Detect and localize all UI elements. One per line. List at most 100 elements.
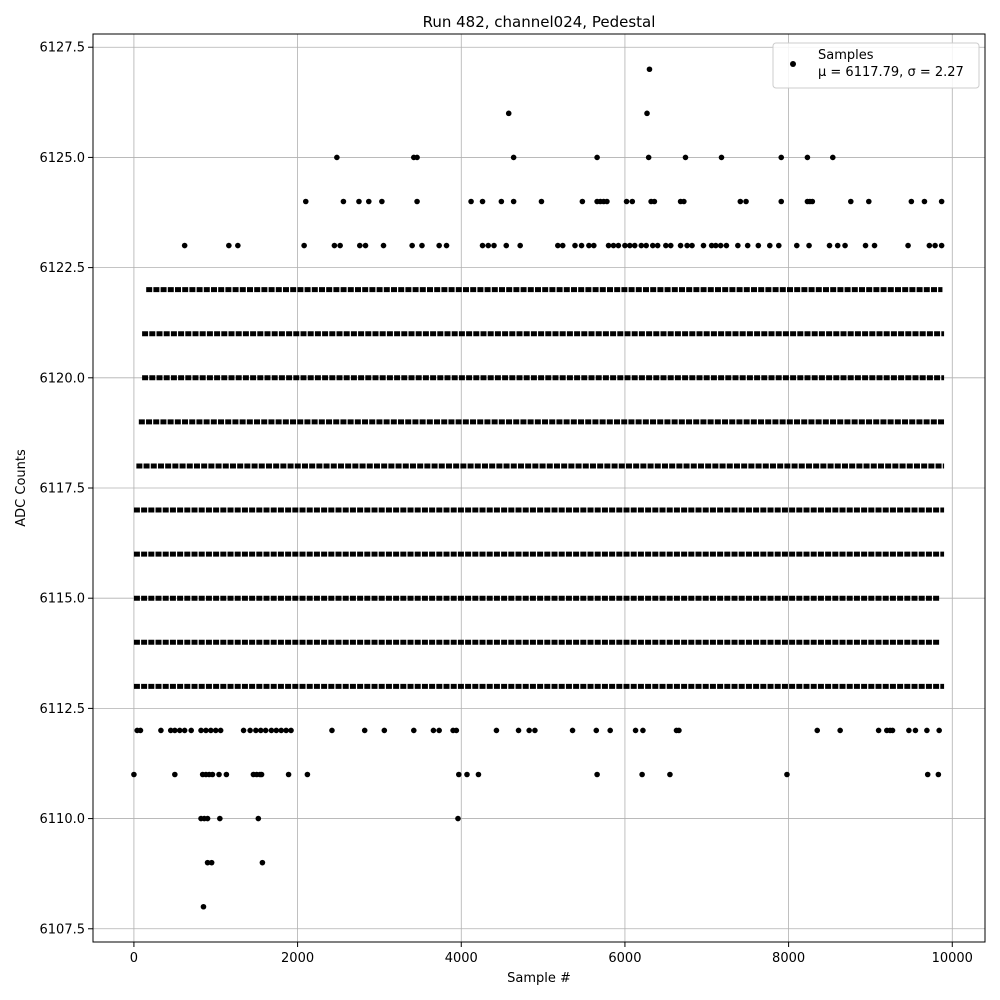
sample-point	[677, 242, 684, 249]
sample-point	[667, 242, 674, 249]
sample-point	[932, 242, 938, 249]
sample-point	[257, 727, 264, 734]
sample-point	[793, 242, 800, 249]
x-tick-label: 10000	[932, 951, 973, 966]
sample-point	[735, 242, 741, 249]
sample-point	[208, 859, 215, 866]
sample-point	[875, 727, 882, 734]
sample-point	[436, 242, 442, 249]
sample-point	[365, 198, 372, 205]
sample-point	[889, 727, 896, 734]
sample-point	[334, 154, 340, 161]
sample-point	[579, 198, 586, 205]
sample-point	[485, 242, 492, 249]
sample-point	[253, 727, 259, 734]
sample-point	[167, 727, 174, 734]
y-tick-label: 6110.0	[40, 812, 86, 827]
sample-point	[212, 727, 219, 734]
sample-point	[938, 198, 945, 205]
legend: Samples μ = 6117.79, σ = 2.27	[772, 42, 980, 89]
sample-point	[708, 242, 715, 249]
y-tick-label: 6122.5	[40, 261, 86, 276]
sample-point	[667, 771, 673, 778]
sample-point	[935, 771, 942, 778]
sample-point	[493, 727, 500, 734]
sample-point	[737, 198, 744, 205]
sample-point	[468, 198, 474, 205]
sample-point	[414, 154, 420, 161]
sample-point	[615, 242, 622, 249]
sample-point	[181, 727, 188, 734]
sample-point	[804, 154, 811, 161]
sample-point	[380, 242, 387, 249]
sample-point	[209, 771, 216, 778]
y-tick-label: 6107.5	[40, 922, 86, 937]
sample-point	[682, 154, 689, 161]
sample-point	[302, 198, 309, 205]
sample-point	[644, 110, 650, 117]
sample-point	[718, 154, 725, 161]
sample-point	[331, 242, 338, 249]
sample-point	[775, 242, 782, 249]
sample-point	[645, 154, 652, 161]
sample-point	[784, 771, 790, 778]
sample-point	[283, 727, 289, 734]
sample-point	[337, 242, 343, 249]
sample-point	[809, 198, 816, 205]
y-tick-label: 6115.0	[40, 592, 86, 607]
sample-point	[744, 242, 751, 249]
sample-point	[453, 727, 460, 734]
sample-point	[532, 727, 538, 734]
sample-point	[223, 771, 230, 778]
legend-stats-label: μ = 6117.79, σ = 2.27	[818, 65, 964, 80]
sample-point	[712, 242, 719, 249]
sample-point	[217, 815, 223, 822]
sample-point	[622, 242, 628, 249]
y-tick-label: 6127.5	[40, 41, 86, 56]
sample-point	[515, 727, 522, 734]
sample-point	[226, 242, 232, 249]
sample-point	[356, 242, 363, 249]
sample-point	[361, 727, 368, 734]
sample-point	[847, 198, 854, 205]
sample-point	[379, 198, 385, 205]
sample-point	[638, 242, 645, 249]
sample-point	[559, 242, 566, 249]
sample-point	[208, 727, 214, 734]
sample-point	[491, 242, 497, 249]
sample-point	[503, 242, 510, 249]
sample-point	[285, 771, 292, 778]
sample-point	[862, 242, 869, 249]
sample-point	[137, 727, 144, 734]
sample-point	[594, 771, 600, 778]
sample-point	[217, 727, 224, 734]
sample-point	[778, 154, 785, 161]
data-points	[131, 66, 945, 910]
y-axis-ticks: 6107.5 6110.0 6112.5 6115.0 6117.5 6120.0 6122…	[40, 41, 93, 937]
sample-point	[607, 727, 613, 734]
sample-point	[766, 242, 773, 249]
sample-point	[288, 727, 294, 734]
sample-point	[829, 154, 836, 161]
sample-point	[826, 242, 833, 249]
sample-point	[262, 727, 269, 734]
sample-point	[381, 727, 388, 734]
sample-point	[255, 815, 262, 822]
sample-point	[538, 198, 545, 205]
sample-point	[837, 727, 843, 734]
sample-point	[631, 242, 638, 249]
sample-point	[578, 242, 585, 249]
sample-point	[627, 242, 633, 249]
sample-point	[362, 242, 369, 249]
sample-point	[593, 727, 600, 734]
sample-point	[414, 198, 420, 205]
sample-point	[604, 198, 610, 205]
sample-point	[131, 771, 137, 778]
sample-point	[689, 242, 695, 249]
sample-point	[643, 242, 650, 249]
sample-point	[304, 771, 311, 778]
sample-point	[436, 727, 442, 734]
sample-point	[340, 198, 347, 205]
sample-point	[259, 859, 266, 866]
